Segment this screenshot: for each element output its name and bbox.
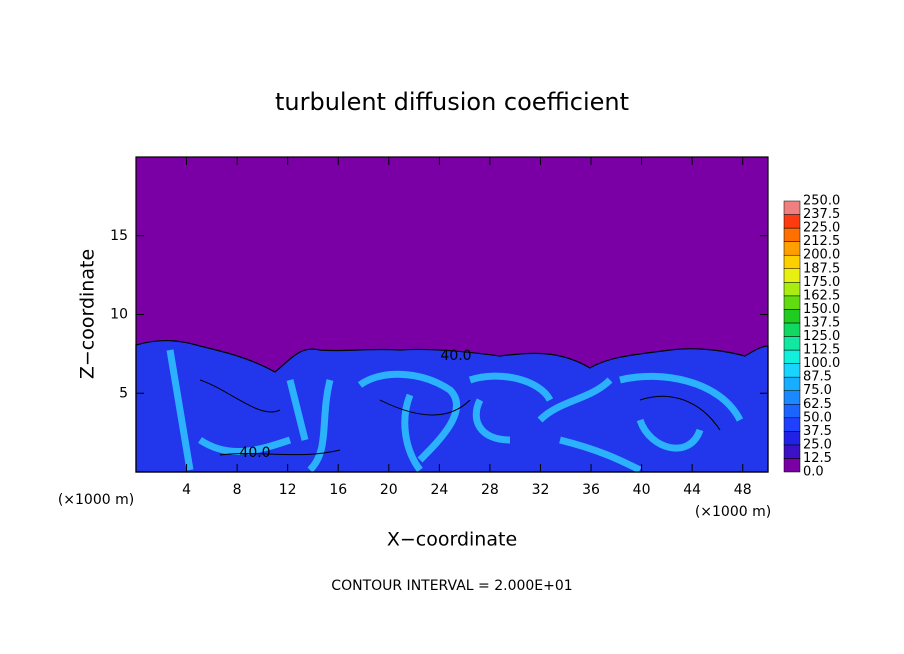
field [135, 156, 769, 474]
x-tick-label: 44 [683, 482, 701, 498]
footer-note: CONTOUR INTERVAL = 2.000E+01 [331, 578, 572, 594]
colorbar-swatch [783, 458, 801, 473]
colorbar-label: 12.5 [803, 451, 832, 466]
colorbar-swatch [783, 227, 801, 242]
contour-label: 40.0 [239, 445, 270, 461]
colorbar-swatch [783, 214, 801, 229]
colorbar-swatch [783, 444, 801, 459]
colorbar-swatch [783, 254, 801, 269]
x-unit: (×1000 m) [58, 492, 134, 508]
colorbar-label: 237.5 [803, 207, 840, 222]
x-tick-label: 16 [329, 482, 347, 498]
colorbar-label: 100.0 [803, 356, 840, 371]
x-tick-label: 8 [233, 482, 242, 498]
field-feature [166, 349, 744, 474]
colorbar-label: 187.5 [803, 261, 840, 276]
colorbar-label: 62.5 [803, 397, 832, 412]
colorbar-swatch [783, 268, 801, 283]
y-tick-label: 5 [119, 385, 128, 401]
colorbar-label: 50.0 [803, 410, 832, 425]
colorbar-label: 200.0 [803, 248, 840, 263]
colorbar-swatch [783, 390, 801, 405]
colorbar-label: 37.5 [803, 424, 832, 439]
colorbar-label: 0.0 [803, 465, 824, 480]
colorbar-label: 87.5 [803, 370, 832, 385]
x-tick-label: 4 [182, 482, 191, 498]
colorbar-swatch [783, 295, 801, 310]
chart-title: turbulent diffusion coefficient [275, 88, 629, 116]
colorbar-swatch [783, 349, 801, 364]
colorbar-label: 175.0 [803, 275, 840, 290]
y-tick-label: 10 [110, 307, 128, 323]
colorbar-swatch [783, 431, 801, 446]
y-tick-label: 15 [110, 228, 128, 244]
colorbar-swatch [783, 322, 801, 337]
colorbar-label: 162.5 [803, 288, 840, 303]
x-tick-label: 20 [380, 482, 398, 498]
x-tick-label: 24 [430, 482, 448, 498]
x-unit: (×1000 m) [695, 504, 771, 520]
x-tick-label: 28 [481, 482, 499, 498]
colorbar-swatch [783, 309, 801, 324]
colorbar-swatch [783, 363, 801, 378]
x-tick-label: 40 [633, 482, 651, 498]
colorbar-swatch [783, 417, 801, 432]
x-tick-label: 32 [532, 482, 550, 498]
colorbar-label: 125.0 [803, 329, 840, 344]
colorbar-label: 25.0 [803, 437, 832, 452]
colorbar-swatch [783, 404, 801, 419]
y-axis-label: Z−coordinate [77, 249, 99, 379]
colorbar-label: 150.0 [803, 302, 840, 317]
colorbar-swatch [783, 282, 801, 297]
x-tick-label: 12 [279, 482, 297, 498]
colorbar-swatch [783, 376, 801, 391]
x-axis-label: X−coordinate [387, 529, 517, 551]
contour-label: 40.0 [440, 348, 471, 364]
turbulent-region [135, 339, 769, 473]
x-tick-label: 48 [734, 482, 752, 498]
contour-line [199, 379, 721, 456]
colorbar-label: 112.5 [803, 343, 840, 358]
colorbar-label: 75.0 [803, 383, 832, 398]
colorbar-swatch [783, 241, 801, 256]
colorbar-swatch [783, 336, 801, 351]
x-tick-label: 36 [582, 482, 600, 498]
colorbar-label: 225.0 [803, 221, 840, 236]
colorbar-label: 212.5 [803, 234, 840, 249]
colorbar-swatch [783, 200, 801, 215]
colorbar-label: 137.5 [803, 315, 840, 330]
colorbar-label: 250.0 [803, 194, 840, 209]
